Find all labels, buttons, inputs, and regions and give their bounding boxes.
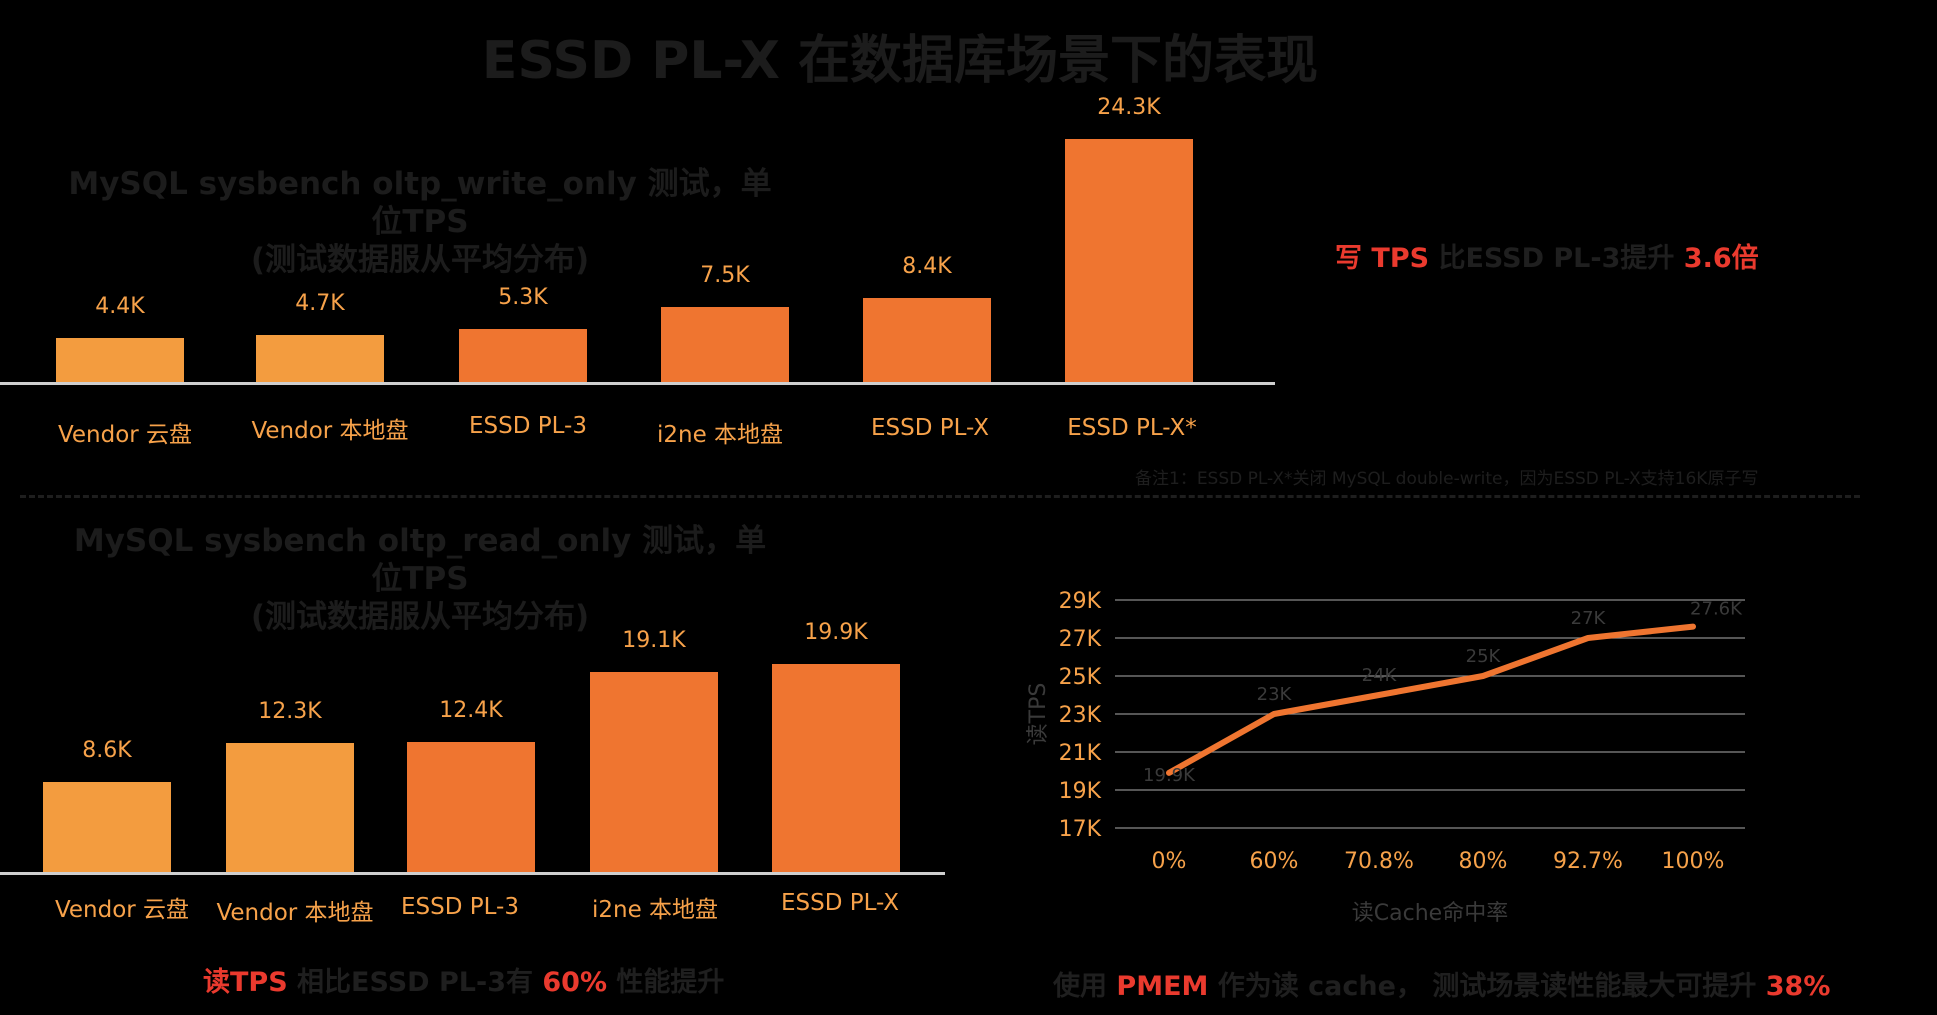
bar-1 <box>256 335 384 382</box>
write-chart-title: MySQL sysbench oltp_write_only 测试，单位TPS … <box>60 165 780 279</box>
bar-0 <box>43 782 171 872</box>
bar-value-label: 7.5K <box>700 263 750 288</box>
bar-value-label: 4.7K <box>295 291 345 316</box>
y-axis-title: 读TPS <box>1026 683 1051 746</box>
read-callout-text-end: 性能提升 <box>607 967 725 998</box>
x-axis-title: 读Cache命中率 <box>1352 901 1508 926</box>
bar-category-label: ESSD PL-X <box>781 890 899 916</box>
pmem-callout-text: 使用 <box>1053 971 1117 1002</box>
bar-2 <box>407 742 535 872</box>
bar-value-label: 12.3K <box>258 699 322 724</box>
write-callout-text: 比ESSD PL-3提升 <box>1429 243 1684 274</box>
pmem-callout: 使用 PMEM 作为读 cache， 测试场景读性能最大可提升 38% <box>1053 964 1830 1003</box>
point-value-label: 27K <box>1571 608 1607 629</box>
bar-value-label: 8.4K <box>902 254 952 279</box>
write-callout: 写 TPS 比ESSD PL-3提升 3.6倍 <box>1335 236 1759 275</box>
bar-value-label: 19.9K <box>804 620 868 645</box>
read-callout: 读TPS 相比ESSD PL-3有 60% 性能提升 <box>203 960 724 999</box>
bar-category-label: i2ne 本地盘 <box>591 897 719 923</box>
x-tick-label: 92.7% <box>1553 849 1623 874</box>
bar-category-label: Vendor 云盘 <box>57 422 193 448</box>
bar-4 <box>772 664 900 872</box>
read-chart-title-line2: (测试数据服从平均分布) <box>250 599 590 635</box>
bar-3 <box>661 307 789 382</box>
read-callout-text: 相比ESSD PL-3有 <box>287 967 543 998</box>
bar-value-label: 19.1K <box>622 628 686 653</box>
point-value-label: 24K <box>1362 665 1398 686</box>
write-chart-baseline <box>0 382 1275 385</box>
point-value-label: 27.6K <box>1690 599 1743 620</box>
bar-1 <box>226 743 354 872</box>
y-tick-label: 23K <box>1059 703 1102 728</box>
bar-0 <box>56 338 184 382</box>
bar-value-label: 8.6K <box>82 738 132 763</box>
write-callout-multiplier: 3.6倍 <box>1683 243 1759 274</box>
tps-line <box>1166 623 1696 776</box>
bar-category-label: ESSD PL-3 <box>469 413 587 439</box>
point-value-label: 25K <box>1466 646 1502 667</box>
bar-value-label: 5.3K <box>498 285 548 310</box>
y-tick-label: 19K <box>1059 779 1102 804</box>
write-chart-title-line2: (测试数据服从平均分布) <box>250 242 590 278</box>
bar-2 <box>459 329 587 382</box>
x-tick-label: 100% <box>1662 849 1725 874</box>
read-chart-baseline <box>0 872 945 875</box>
y-tick-label: 17K <box>1059 817 1102 842</box>
page-title: ESSD PL-X 在数据库场景下的表现 <box>481 31 1319 91</box>
pmem-callout-highlight: PMEM <box>1116 971 1209 1002</box>
bar-5 <box>1065 139 1193 382</box>
y-tick-label: 27K <box>1059 627 1102 652</box>
read-callout-percent: 60% <box>542 967 608 998</box>
read-chart-title-line1: MySQL sysbench oltp_read_only 测试，单位TPS <box>73 523 767 597</box>
pmem-callout-percent: 38% <box>1765 971 1831 1002</box>
bar-value-label: 24.3K <box>1097 95 1161 120</box>
bar-value-label: 4.4K <box>95 294 145 319</box>
x-tick-label: 60% <box>1250 849 1299 874</box>
pmem-callout-text-mid: 作为读 cache， 测试场景读性能最大可提升 <box>1208 971 1766 1002</box>
x-tick-label: 80% <box>1459 849 1508 874</box>
pmem-line-chart: 17K 19K 21K 23K 25K 27K 29K 0% 60% 70.8% 80% 92.7% 1… <box>1026 589 1745 926</box>
x-tick-label: 0% <box>1152 849 1187 874</box>
write-chart-title-line1: MySQL sysbench oltp_write_only 测试，单位TPS <box>68 166 772 240</box>
write-chart-note: 备注1：ESSD PL-X*关闭 MySQL double-write，因为ES… <box>1135 469 1759 489</box>
write-callout-highlight: 写 TPS <box>1335 243 1430 274</box>
point-value-label: 23K <box>1257 684 1293 705</box>
section-divider <box>20 495 1860 498</box>
read-callout-highlight: 读TPS <box>203 967 288 998</box>
bar-3 <box>590 672 718 872</box>
bar-category-label: Vendor 本地盘 <box>216 900 374 926</box>
bar-category-label: Vendor 本地盘 <box>251 418 409 444</box>
bar-category-label: ESSD PL-X* <box>1067 415 1197 441</box>
y-tick-label: 21K <box>1059 741 1102 766</box>
point-value-label: 19.9K <box>1143 765 1196 786</box>
bar-category-label: ESSD PL-3 <box>401 894 519 920</box>
x-tick-label: 70.8% <box>1344 849 1414 874</box>
bar-category-label: ESSD PL-X <box>871 415 989 441</box>
y-tick-label: 29K <box>1059 589 1102 614</box>
bar-category-label: i2ne 本地盘 <box>656 422 784 448</box>
bar-4 <box>863 298 991 382</box>
read-chart-title: MySQL sysbench oltp_read_only 测试，单位TPS (… <box>60 522 780 636</box>
bar-value-label: 12.4K <box>439 698 503 723</box>
y-tick-label: 25K <box>1059 665 1102 690</box>
bar-category-label: Vendor 云盘 <box>54 897 190 923</box>
